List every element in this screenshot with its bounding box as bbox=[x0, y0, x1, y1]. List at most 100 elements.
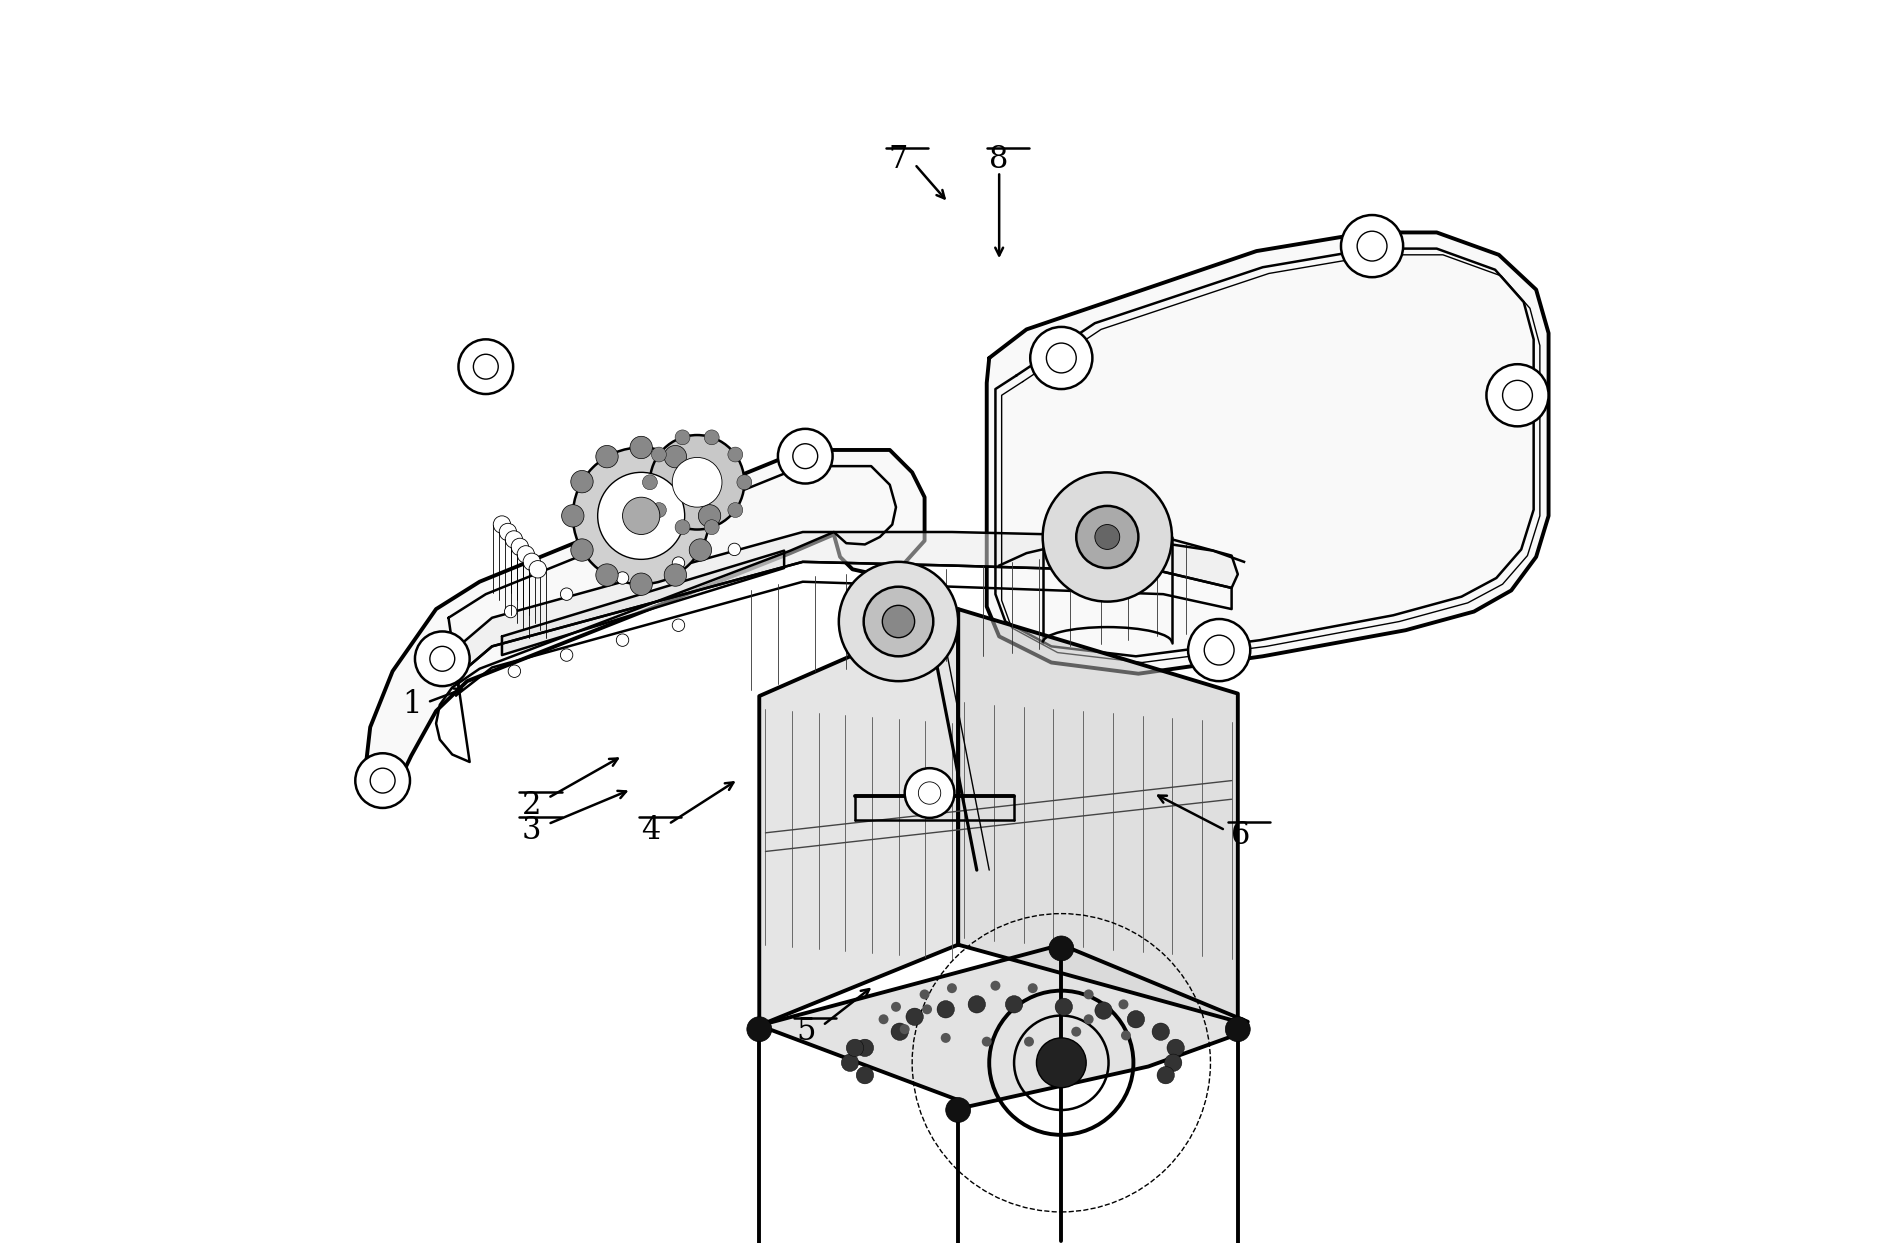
Circle shape bbox=[906, 1008, 923, 1025]
Polygon shape bbox=[986, 232, 1548, 674]
Circle shape bbox=[1037, 1038, 1086, 1088]
Circle shape bbox=[727, 447, 742, 462]
Circle shape bbox=[864, 587, 934, 656]
Circle shape bbox=[690, 539, 712, 562]
Circle shape bbox=[675, 430, 690, 445]
Circle shape bbox=[1357, 231, 1387, 261]
Circle shape bbox=[941, 1033, 951, 1043]
Circle shape bbox=[857, 1039, 874, 1057]
Circle shape bbox=[505, 531, 522, 548]
Circle shape bbox=[1095, 1002, 1112, 1019]
Circle shape bbox=[729, 543, 740, 556]
Circle shape bbox=[990, 981, 1000, 991]
Circle shape bbox=[923, 1004, 932, 1014]
Circle shape bbox=[1165, 1054, 1182, 1071]
Circle shape bbox=[643, 475, 658, 490]
Circle shape bbox=[663, 564, 686, 587]
Circle shape bbox=[673, 557, 684, 569]
Circle shape bbox=[705, 520, 720, 534]
Circle shape bbox=[596, 445, 618, 467]
Circle shape bbox=[842, 1054, 859, 1071]
Circle shape bbox=[511, 538, 528, 556]
Circle shape bbox=[622, 497, 660, 534]
Polygon shape bbox=[958, 609, 1238, 1022]
Circle shape bbox=[690, 471, 712, 493]
Circle shape bbox=[560, 588, 573, 600]
Circle shape bbox=[663, 445, 686, 467]
Circle shape bbox=[846, 1039, 864, 1057]
Text: 8: 8 bbox=[990, 144, 1009, 174]
Circle shape bbox=[1342, 215, 1404, 277]
Circle shape bbox=[474, 354, 498, 379]
Circle shape bbox=[1028, 983, 1037, 993]
Circle shape bbox=[1127, 1011, 1144, 1028]
Text: 5: 5 bbox=[797, 1017, 815, 1047]
Circle shape bbox=[673, 457, 722, 507]
Circle shape bbox=[1005, 996, 1022, 1013]
Circle shape bbox=[904, 768, 955, 818]
Circle shape bbox=[945, 1098, 971, 1122]
Circle shape bbox=[573, 447, 710, 584]
Circle shape bbox=[1056, 998, 1073, 1016]
Circle shape bbox=[879, 1014, 889, 1024]
Circle shape bbox=[947, 983, 956, 993]
Circle shape bbox=[1048, 936, 1073, 961]
Circle shape bbox=[1122, 1030, 1131, 1040]
Polygon shape bbox=[759, 609, 958, 1025]
Circle shape bbox=[673, 619, 684, 631]
Circle shape bbox=[737, 475, 752, 490]
Polygon shape bbox=[365, 450, 924, 805]
Circle shape bbox=[675, 520, 690, 534]
Circle shape bbox=[430, 646, 455, 671]
Circle shape bbox=[857, 1066, 874, 1084]
Circle shape bbox=[616, 634, 629, 646]
Circle shape bbox=[507, 665, 520, 677]
Text: 2: 2 bbox=[522, 791, 541, 820]
Circle shape bbox=[598, 472, 684, 559]
Circle shape bbox=[900, 1024, 909, 1034]
Circle shape bbox=[919, 782, 941, 804]
Circle shape bbox=[938, 1001, 955, 1018]
Circle shape bbox=[1077, 506, 1139, 568]
Circle shape bbox=[891, 1023, 908, 1040]
Circle shape bbox=[494, 516, 511, 533]
Circle shape bbox=[596, 564, 618, 587]
Circle shape bbox=[746, 1017, 772, 1042]
Circle shape bbox=[504, 605, 517, 618]
Circle shape bbox=[838, 562, 958, 681]
Circle shape bbox=[883, 605, 915, 638]
Circle shape bbox=[1188, 619, 1250, 681]
Circle shape bbox=[981, 1037, 992, 1047]
Circle shape bbox=[1043, 472, 1172, 602]
Circle shape bbox=[616, 572, 629, 584]
Text: 6: 6 bbox=[1231, 820, 1250, 850]
Polygon shape bbox=[455, 532, 1238, 675]
Circle shape bbox=[522, 553, 541, 571]
Circle shape bbox=[415, 631, 470, 686]
Circle shape bbox=[629, 436, 652, 459]
Circle shape bbox=[699, 505, 722, 527]
Circle shape bbox=[1024, 1037, 1033, 1047]
Circle shape bbox=[652, 502, 667, 517]
Circle shape bbox=[1084, 1014, 1094, 1024]
Circle shape bbox=[517, 546, 534, 563]
Circle shape bbox=[727, 502, 742, 517]
Text: 4: 4 bbox=[641, 815, 661, 845]
Text: 7: 7 bbox=[889, 144, 908, 174]
Circle shape bbox=[778, 429, 832, 484]
Circle shape bbox=[500, 523, 517, 541]
Circle shape bbox=[1152, 1023, 1169, 1040]
Circle shape bbox=[1225, 1017, 1250, 1042]
Polygon shape bbox=[759, 945, 1248, 1109]
Circle shape bbox=[1503, 380, 1533, 410]
Circle shape bbox=[652, 447, 667, 462]
Circle shape bbox=[650, 435, 744, 530]
Circle shape bbox=[355, 753, 410, 808]
Circle shape bbox=[370, 768, 395, 793]
Circle shape bbox=[1047, 343, 1077, 373]
Circle shape bbox=[891, 1002, 900, 1012]
Circle shape bbox=[560, 649, 573, 661]
Circle shape bbox=[1118, 999, 1129, 1009]
Circle shape bbox=[629, 573, 652, 595]
Circle shape bbox=[530, 561, 547, 578]
